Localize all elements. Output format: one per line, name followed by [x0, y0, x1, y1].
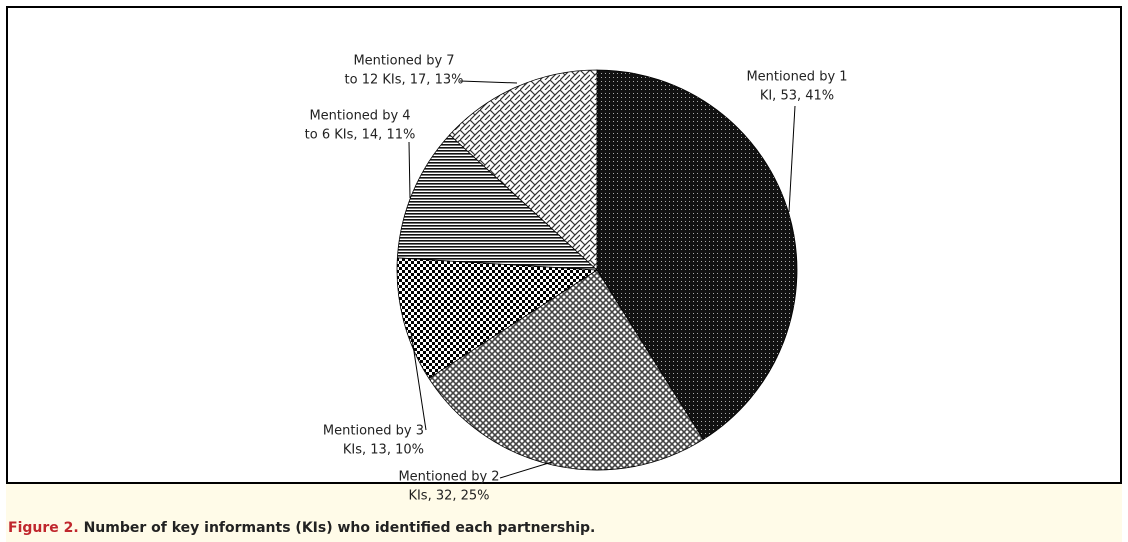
leader-line — [410, 331, 427, 431]
caption-background — [6, 484, 1122, 542]
pie-slice — [428, 269, 704, 471]
data-label: Mentioned by 1 — [746, 70, 847, 85]
leader-line — [788, 105, 796, 213]
data-label: KIs, 13, 10% — [343, 443, 424, 458]
pie-slice — [396, 134, 599, 271]
data-label: KI, 53, 41% — [760, 89, 834, 104]
leader-line — [499, 461, 553, 479]
caption-text: Number of key informants (KIs) who ident… — [83, 520, 596, 536]
caption: Figure 2. Number of key informants (KIs)… — [8, 520, 595, 536]
data-label: KIs, 32, 25% — [408, 489, 489, 504]
data-label: to 6 KIs, 14, 11% — [305, 128, 416, 143]
caption-label: Figure 2. — [8, 520, 79, 536]
leader-line — [408, 141, 411, 199]
pie-slice — [396, 257, 599, 379]
pie-slice — [596, 69, 798, 440]
data-label: Mentioned by 7 — [353, 54, 454, 69]
pie-slice — [449, 69, 598, 271]
data-label: Mentioned by 4 — [309, 109, 410, 124]
data-label: Mentioned by 3 — [323, 424, 424, 439]
data-label: to 12 KIs, 17, 13% — [345, 73, 464, 88]
data-label: Mentioned by 2 — [398, 470, 499, 485]
leader-line — [459, 80, 518, 84]
